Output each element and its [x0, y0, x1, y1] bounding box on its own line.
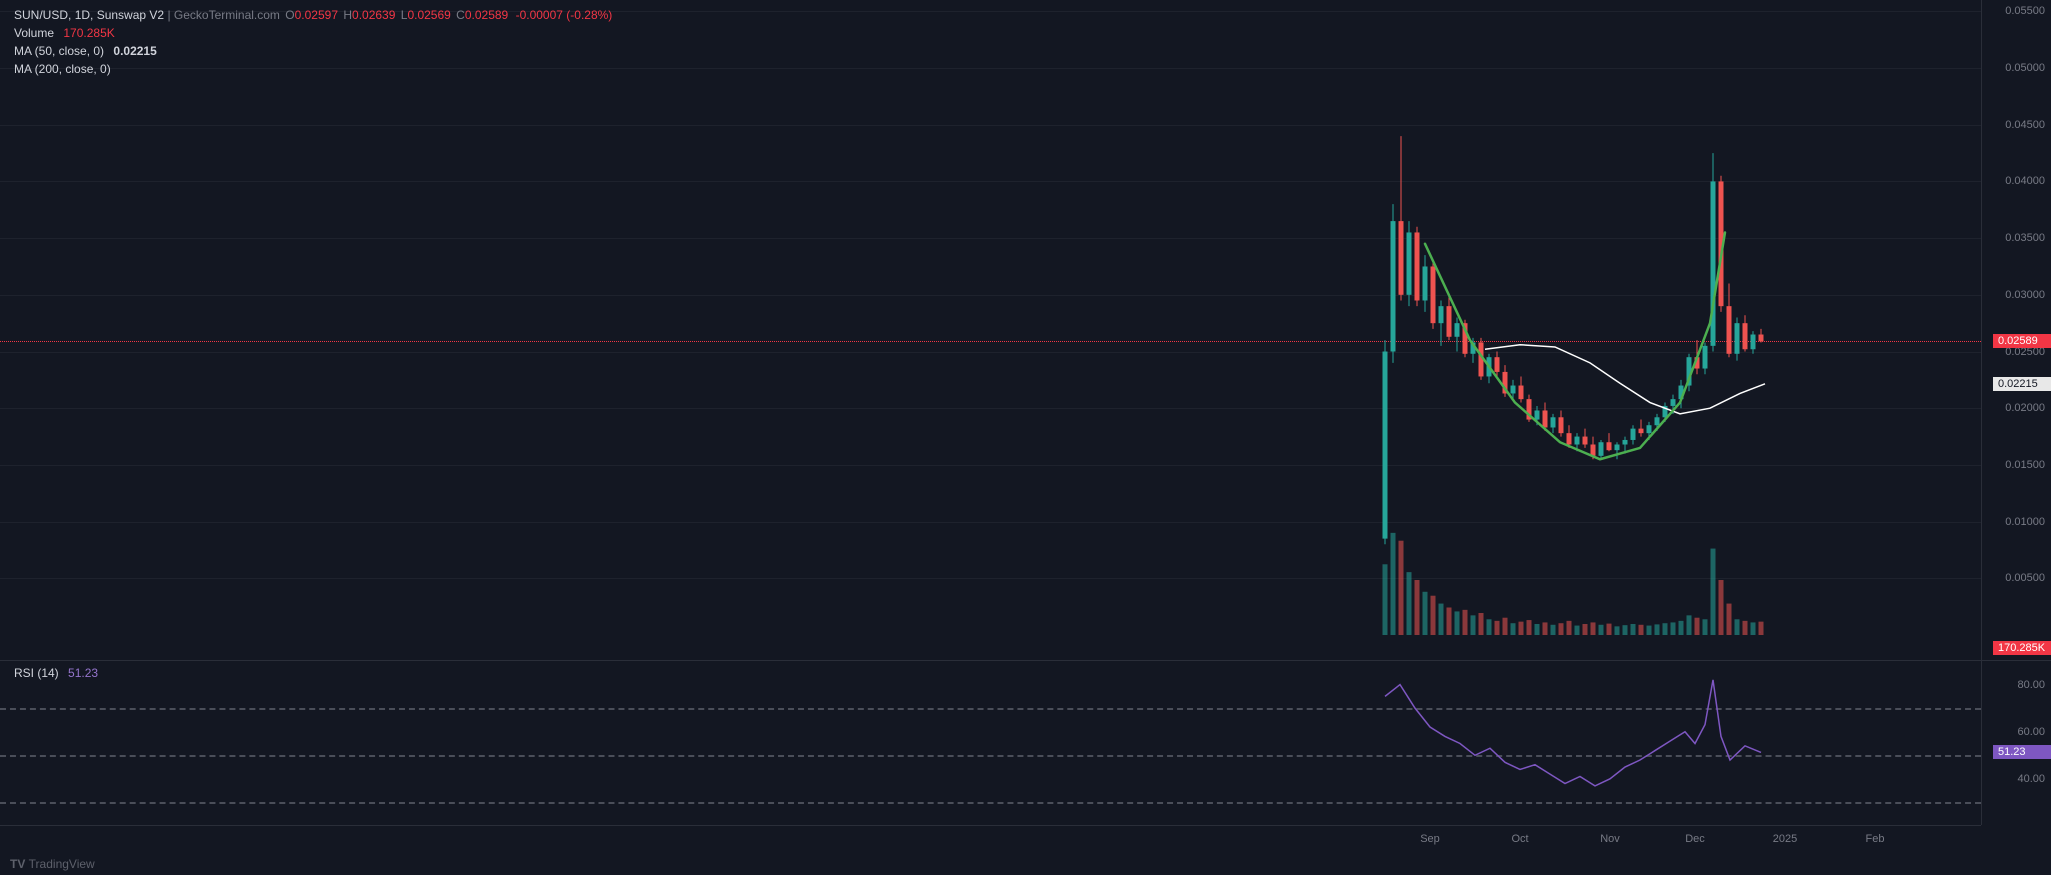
y-tick: 0.04000: [2005, 175, 2045, 187]
high-value: 0.02639: [352, 8, 395, 22]
rsi-label: RSI (14): [14, 666, 59, 680]
chart-header: SUN/USD, 1D, Sunswap V2 | GeckoTerminal.…: [14, 6, 612, 78]
x-tick: Oct: [1511, 833, 1528, 845]
main-y-axis[interactable]: 0.005000.010000.015000.020000.025000.030…: [1981, 0, 2051, 660]
volume-tag: 170.285K: [1993, 641, 2051, 655]
y-tick: 0.00500: [2005, 572, 2045, 584]
current-price-line: [0, 341, 1981, 342]
exchange: Sunswap V2: [97, 8, 164, 22]
rsi-chart-svg: [0, 661, 1981, 826]
tradingview-attribution[interactable]: TV TradingView: [10, 857, 95, 871]
interval[interactable]: 1D: [75, 8, 90, 22]
rsi-value-tag: 51.23: [1993, 745, 2051, 759]
source: GeckoTerminal.com: [174, 8, 280, 22]
x-tick: Sep: [1420, 833, 1440, 845]
y-tick: 0.01000: [2005, 516, 2045, 528]
chart-container: SUN/USD, 1D, Sunswap V2 | GeckoTerminal.…: [0, 0, 2051, 875]
y-tick: 0.05000: [2005, 62, 2045, 74]
rsi-header: RSI (14) 51.23: [14, 666, 98, 680]
ma50-value: 0.02215: [113, 44, 156, 58]
y-tick: 0.02000: [2005, 402, 2045, 414]
x-tick: Dec: [1685, 833, 1705, 845]
x-tick: Feb: [1866, 833, 1885, 845]
x-tick: 2025: [1773, 833, 1797, 845]
rsi-pane[interactable]: RSI (14) 51.23 40.00 60.00 80.00 51.23 Sep…: [0, 660, 2051, 850]
y-tick: 0.03500: [2005, 232, 2045, 244]
ma50-label: MA (50, close, 0): [14, 44, 104, 58]
o-label: O: [285, 8, 294, 22]
attribution-text: TradingView: [29, 857, 95, 871]
rsi-y-tick: 60.00: [2017, 726, 2045, 738]
rsi-y-axis[interactable]: 40.00 60.00 80.00 51.23: [1981, 661, 2051, 825]
rsi-value: 51.23: [68, 666, 98, 680]
y-tick: 0.03000: [2005, 289, 2045, 301]
volume-value: 170.285K: [63, 26, 114, 40]
main-chart-pane[interactable]: SUN/USD, 1D, Sunswap V2 | GeckoTerminal.…: [0, 0, 2051, 660]
open-value: 0.02597: [295, 8, 338, 22]
ma200-label: MA (200, close, 0): [14, 62, 111, 76]
rsi-plot-area[interactable]: RSI (14) 51.23: [0, 661, 1981, 825]
main-plot-area[interactable]: SUN/USD, 1D, Sunswap V2 | GeckoTerminal.…: [0, 0, 1981, 660]
rsi-y-tick: 80.00: [2017, 679, 2045, 691]
change-value: -0.00007 (-0.28%): [516, 8, 613, 22]
x-axis[interactable]: Sep Oct Nov Dec 2025 Feb: [0, 825, 1981, 850]
c-label: C: [456, 8, 465, 22]
x-tick: Nov: [1600, 833, 1620, 845]
h-label: H: [343, 8, 352, 22]
symbol[interactable]: SUN/USD: [14, 8, 68, 22]
low-value: 0.02569: [407, 8, 450, 22]
current-price-tag: 0.02589: [1993, 334, 2051, 348]
volume-label: Volume: [14, 26, 54, 40]
y-tick: 0.05500: [2005, 5, 2045, 17]
y-tick: 0.04500: [2005, 119, 2045, 131]
close-value: 0.02589: [465, 8, 508, 22]
y-tick: 0.01500: [2005, 459, 2045, 471]
rsi-y-tick: 40.00: [2017, 773, 2045, 785]
ma50-price-tag: 0.02215: [1993, 377, 2051, 391]
main-chart-svg: [0, 0, 1981, 635]
